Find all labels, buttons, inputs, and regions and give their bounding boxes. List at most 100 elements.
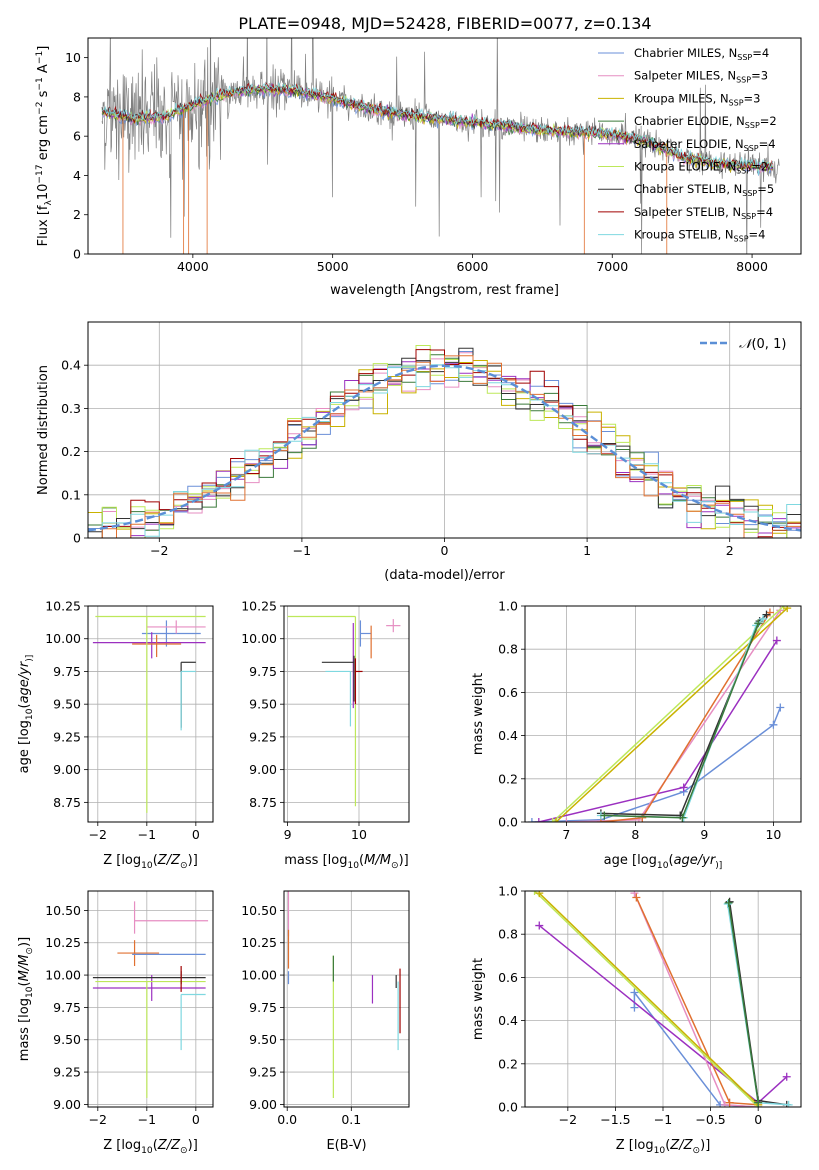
y-tick-label: 9.75 [53, 664, 81, 679]
weight-marker [630, 988, 639, 997]
x-tick-label: −2 [150, 543, 168, 558]
y-tick-label: 0.0 [498, 815, 518, 830]
legend-label: Kroupa ELODIE, NSSP=2 [634, 160, 768, 176]
y-tick-label: 9.00 [249, 762, 277, 777]
weight-line [533, 891, 759, 1107]
weight-series [724, 898, 763, 1107]
y-tick-label: 0.3 [61, 401, 81, 416]
weight-marker [630, 891, 639, 898]
model-spectrum [101, 83, 774, 172]
x-tick-label: −2 [89, 827, 107, 842]
y-tick-label: 0.2 [498, 771, 518, 786]
y-tick-label: 8.75 [249, 795, 277, 810]
weight-marker [600, 811, 609, 820]
x-tick-label: −1.5 [600, 1112, 630, 1127]
mass-vs-metallicity-panel: −2 −1 0 9.00 9.25 9.50 9.75 10.00 10.25 10.50 Z [l… [17, 890, 214, 1156]
x-tick-label: 0 [754, 1112, 762, 1127]
ticks: −2 −1 0 1 2 0 0.1 0.2 0.3 0.4 [61, 358, 734, 558]
y-tick-label: 10.25 [45, 599, 81, 614]
error-bar-point [180, 661, 196, 728]
error-bar-point [92, 971, 206, 985]
x-axis-label: Z [log10(Z/Z⊙)] [103, 1138, 198, 1156]
x-axis-label: age [log10(age/yr)] [604, 853, 723, 871]
x-tick-label: −2 [559, 1112, 577, 1127]
x-tick-label: 7 [562, 827, 570, 842]
ticks: −2 −1 0 9.00 9.25 9.50 9.75 10.00 10.25 10.50 [45, 903, 200, 1127]
weight-series [552, 606, 792, 822]
x-axis-label: Z [log10(Z/Z⊙)] [103, 853, 198, 871]
weight-marker [527, 818, 536, 822]
weight-series [600, 619, 763, 822]
weight-marker [679, 783, 688, 792]
y-tick-label: 10.00 [241, 631, 277, 646]
legend-label: Chabrier ELODIE, NSSP=2 [634, 114, 777, 130]
x-tick-label: 9 [700, 827, 708, 842]
error-bar-point [92, 632, 206, 659]
y-tick-label: 10.25 [45, 935, 81, 950]
x-tick-label: −1 [138, 827, 156, 842]
y-tick-label: 10.25 [241, 599, 277, 614]
age-vs-metallicity-panel: −2 −1 0 8.75 9.00 9.25 9.50 9.75 10.00 10.25 Z [lo… [17, 599, 214, 871]
y-tick-label: 10.50 [45, 903, 81, 918]
weight-series [562, 606, 785, 822]
y-tick-label: 9.50 [249, 697, 277, 712]
residuals-panel: −2 −1 0 1 2 0 0.1 0.2 0.3 0.4 (data-model)/error No… [36, 321, 802, 583]
histogram-step [88, 361, 801, 538]
y-tick-label: 8 [73, 89, 81, 104]
weight-marker [535, 891, 544, 898]
x-tick-label: 6000 [457, 259, 489, 274]
y-axis-label: Flux [fλ10−17 erg cm−2 s−1 A−1] [35, 46, 54, 247]
y-tick-label: 0.4 [498, 728, 518, 743]
y-tick-label: 9.50 [53, 697, 81, 712]
y-tick-label: 0.6 [498, 685, 518, 700]
legend: 𝒩(0, 1) [700, 337, 786, 352]
x-tick-label: 0 [441, 543, 449, 558]
normal-distribution-curve [88, 364, 801, 532]
error-bar-point [133, 901, 209, 934]
weight-marker [762, 610, 771, 619]
legend-label: Salpeter MILES, NSSP=3 [634, 69, 768, 85]
weight-marker [630, 1003, 639, 1012]
x-tick-label: 2 [726, 543, 734, 558]
legend-label: 𝒩(0, 1) [739, 337, 786, 352]
legend-label: Salpeter ELODIE, NSSP=4 [634, 137, 776, 153]
weight-marker [552, 818, 561, 822]
weight-marker [724, 898, 733, 907]
x-tick-label: 5000 [317, 259, 349, 274]
error-bar-point [359, 620, 372, 647]
plot-area [101, 38, 780, 254]
weight-marker [772, 636, 781, 645]
y-tick-label: 9.25 [53, 729, 81, 744]
error-bar-point [386, 619, 401, 633]
error-bar-point [180, 670, 196, 731]
y-tick-label: 9.75 [53, 1000, 81, 1015]
x-axis-label: mass [log10(M/M⊙)] [284, 853, 408, 871]
y-tick-label: 10.00 [45, 631, 81, 646]
x-tick-label: 0 [192, 827, 200, 842]
y-tick-label: 8.75 [53, 795, 81, 810]
weight-marker [678, 813, 687, 822]
y-tick-label: 10 [65, 50, 81, 65]
x-tick-label: −0.5 [695, 1112, 725, 1127]
axes-frame [87, 890, 214, 1108]
plot-area [530, 891, 793, 1107]
ticks: 0.0 0.1 9.00 9.25 9.50 9.75 10.00 10.25 10.50 [241, 903, 361, 1127]
plot-area [527, 606, 792, 822]
weight-marker [784, 1100, 793, 1107]
x-tick-label: 8 [631, 827, 639, 842]
error-bar-point [117, 940, 160, 967]
weight-marker [723, 899, 732, 908]
x-axis-label: Z [log10(Z/Z⊙)] [616, 1138, 711, 1156]
y-tick-label: 10.50 [241, 903, 277, 918]
x-tick-label: −1 [654, 1112, 672, 1127]
spectrum-panel: 4000 5000 6000 7000 8000 0 2 4 6 8 10 wavelength [A… [35, 37, 802, 298]
y-tick-label: 9.25 [53, 1065, 81, 1080]
x-tick-label: −2 [89, 1112, 107, 1127]
y-tick-label: 2 [73, 207, 81, 222]
error-bar-point [325, 670, 352, 727]
y-tick-label: 9.75 [249, 1000, 277, 1015]
error-bar-point [95, 980, 206, 1098]
weight-marker [725, 1098, 734, 1107]
weight-marker [754, 1098, 763, 1107]
y-tick-label: 10.00 [241, 968, 277, 983]
